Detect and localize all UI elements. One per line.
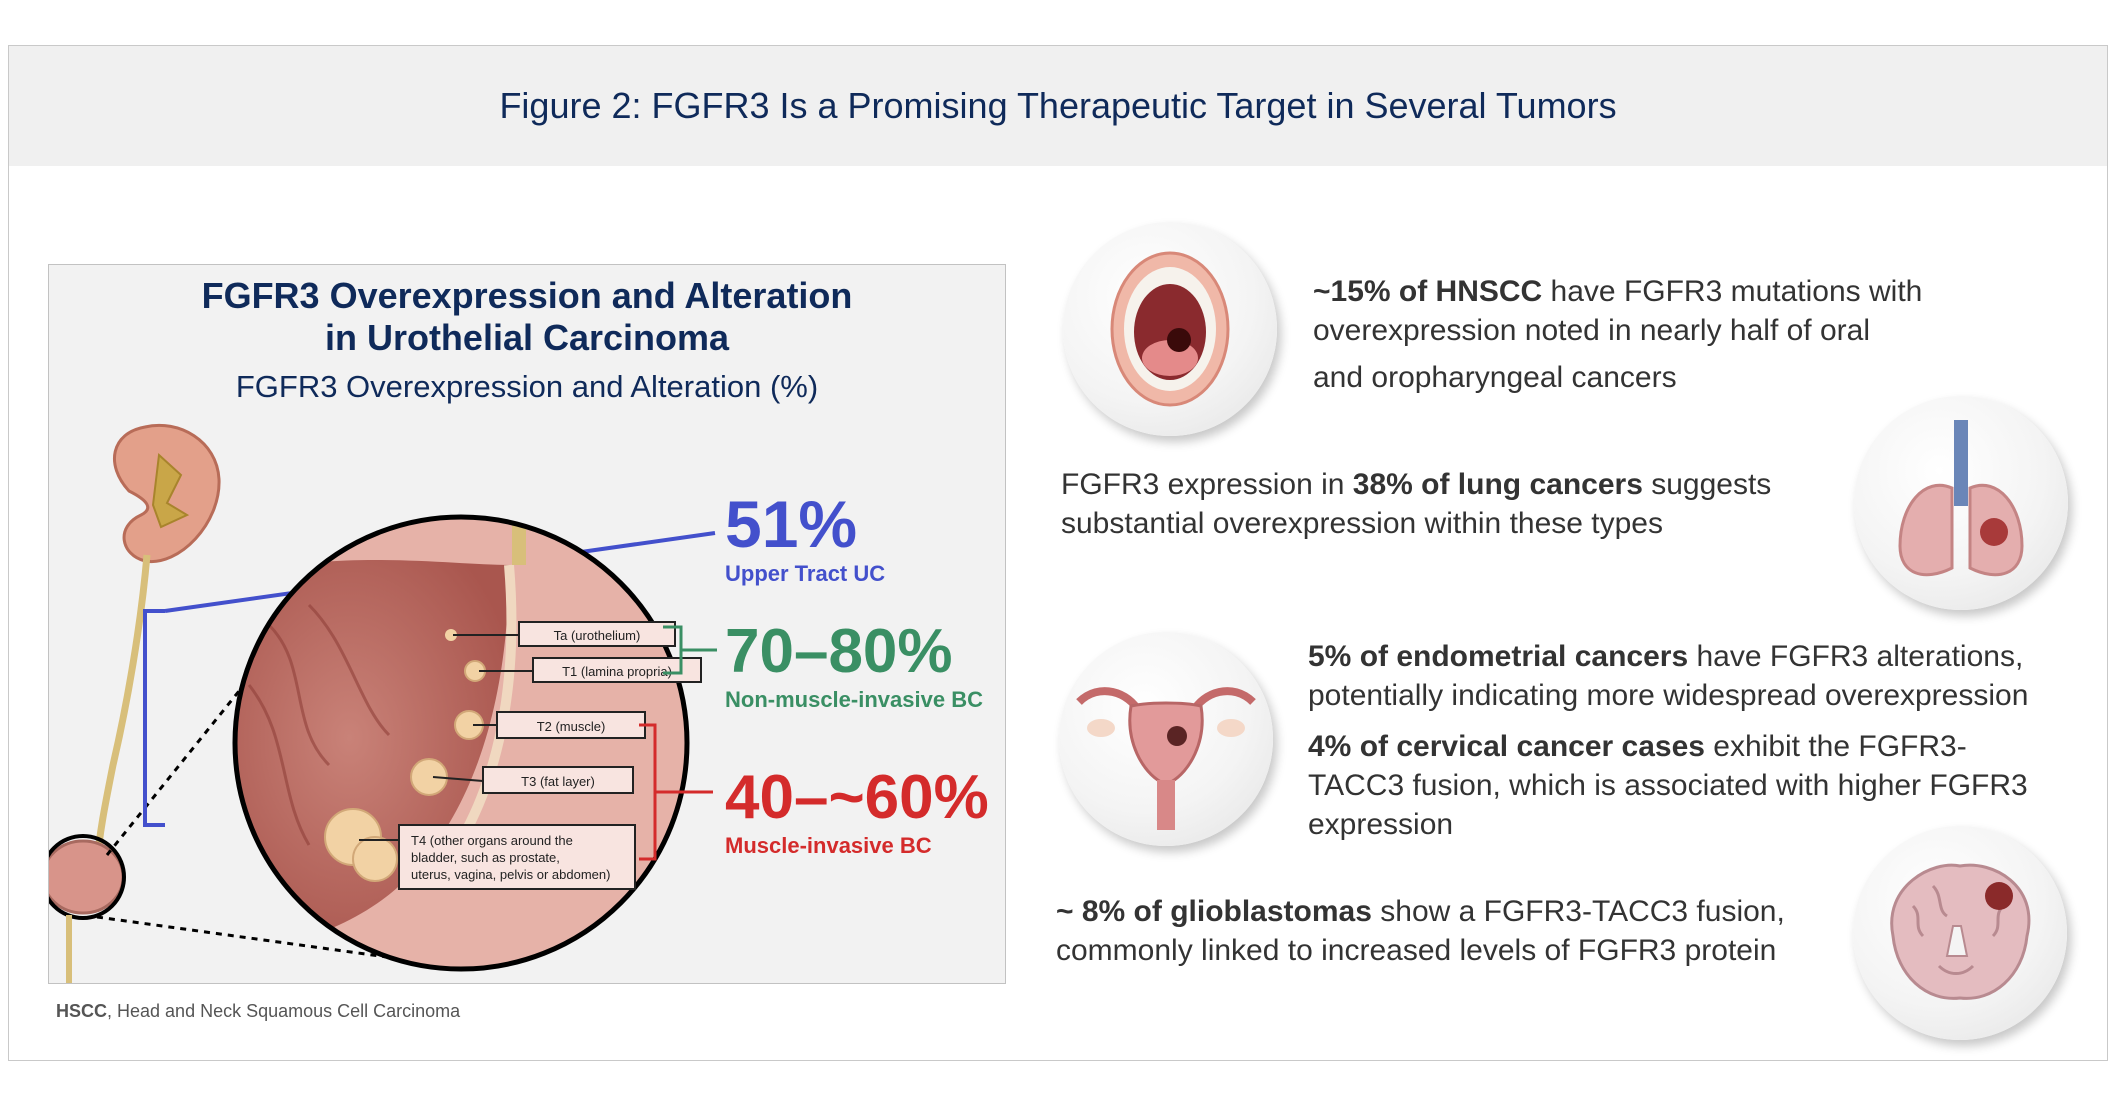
stage-t1-label: T1 (lamina propria) <box>562 664 672 679</box>
cervical-line1: exhibit the FGFR3- <box>1704 730 1967 763</box>
hnscc-line3: and oropharyngeal cancers <box>1313 361 1677 394</box>
uterus-circle <box>1059 632 1273 846</box>
footnote-abbr: HSCC <box>56 1001 108 1021</box>
stage-ta-label: Ta (urothelium) <box>554 628 641 643</box>
stat-nmibc-value: 70–80% <box>725 617 953 686</box>
stage-t4-label-line1: T4 (other organs around the <box>411 833 573 848</box>
stat-upper-tract-label: Upper Tract UC <box>725 561 886 586</box>
lungs-circle <box>1854 396 2068 610</box>
hnscc-line1: have FGFR3 mutations with <box>1542 275 1923 308</box>
stat-mibc: 40–~60% Muscle-invasive BC <box>725 767 989 859</box>
footnote: HSCC, Head and Neck Squamous Cell Carcin… <box>56 1001 460 1022</box>
panel-title-line1: FGFR3 Overexpression and Alteration <box>201 275 853 316</box>
stage-t2-label: T2 (muscle) <box>537 719 606 734</box>
stat-mibc-value: 40–~60% <box>725 763 989 832</box>
cervical-bold: 4% of cervical cancer cases <box>1308 730 1705 763</box>
stage-t4-label-line3: uterus, vagina, pelvis or abdomen) <box>411 867 610 882</box>
endometrial-line1: have FGFR3 alterations, <box>1688 640 2024 673</box>
footnote-text: , Head and Neck Squamous Cell Carcinoma <box>107 1001 461 1021</box>
bladder-icon <box>49 839 125 915</box>
stat-mibc-label: Muscle-invasive BC <box>725 833 932 858</box>
endometrial-bold: 5% of endometrial cancers <box>1308 640 1689 673</box>
glioblastoma-text: ~ 8% of glioblastomas show a FGFR3-TACC3… <box>1056 892 1785 970</box>
hnscc-line2: overexpression noted in nearly half of o… <box>1313 314 1870 347</box>
mouth-circle <box>1063 222 1277 436</box>
lungs-icon <box>1898 420 2024 577</box>
lung-post: suggests <box>1642 468 1772 501</box>
glioblastoma-line1: show a FGFR3-TACC3 fusion, <box>1371 895 1785 928</box>
urinary-tract-illustration: Ta (urothelium) T1 (lamina propria) T2 (… <box>49 424 717 983</box>
stat-upper-tract-value: 51% <box>725 487 858 561</box>
figure-header: Figure 2: FGFR3 Is a Promising Therapeut… <box>9 46 2107 166</box>
hnscc-bold: ~15% of HNSCC <box>1313 275 1543 308</box>
cervical-line3: expression <box>1308 808 1454 841</box>
hnscc-text: ~15% of HNSCC have FGFR3 mutations with … <box>1313 272 1922 397</box>
stat-nmibc: 70–80% Non-muscle-invasive BC <box>725 621 983 713</box>
panel-title-line2: in Urothelial Carcinoma <box>324 317 730 358</box>
glioblastoma-bold: ~ 8% of glioblastomas <box>1056 895 1372 928</box>
brain-circle <box>1853 826 2067 1040</box>
mouth-icon <box>1110 251 1230 407</box>
lung-text: FGFR3 expression in 38% of lung cancers … <box>1061 465 1771 543</box>
endometrial-cervical-text: 5% of endometrial cancers have FGFR3 alt… <box>1308 637 2028 844</box>
glioblastoma-line2: commonly linked to increased levels of F… <box>1056 934 1777 967</box>
lung-bold: 38% of lung cancers <box>1352 468 1643 501</box>
stage-t4-label-line2: bladder, such as prostate, <box>411 850 560 865</box>
uterus-icon <box>1076 687 1256 830</box>
cervical-line2: TACC3 fusion, which is associated with h… <box>1308 769 2028 802</box>
stage-t3-label: T3 (fat layer) <box>521 774 595 789</box>
figure-title: Figure 2: FGFR3 Is a Promising Therapeut… <box>499 85 1617 126</box>
lung-line2: substantial overexpression within these … <box>1061 507 1663 540</box>
brain-icon <box>1890 863 2031 1000</box>
lung-pre: FGFR3 expression in <box>1061 468 1353 501</box>
stat-nmibc-label: Non-muscle-invasive BC <box>725 687 983 712</box>
kidney-icon <box>113 424 221 563</box>
endometrial-line2: potentially indicating more widespread o… <box>1308 679 2029 712</box>
panel-subtitle: FGFR3 Overexpression and Alteration (%) <box>235 369 819 404</box>
ureter-icon <box>93 554 151 866</box>
stat-upper-tract: 51% Upper Tract UC <box>725 491 885 587</box>
urothelial-carcinoma-panel: FGFR3 Overexpression and Alteration in U… <box>48 264 1006 984</box>
